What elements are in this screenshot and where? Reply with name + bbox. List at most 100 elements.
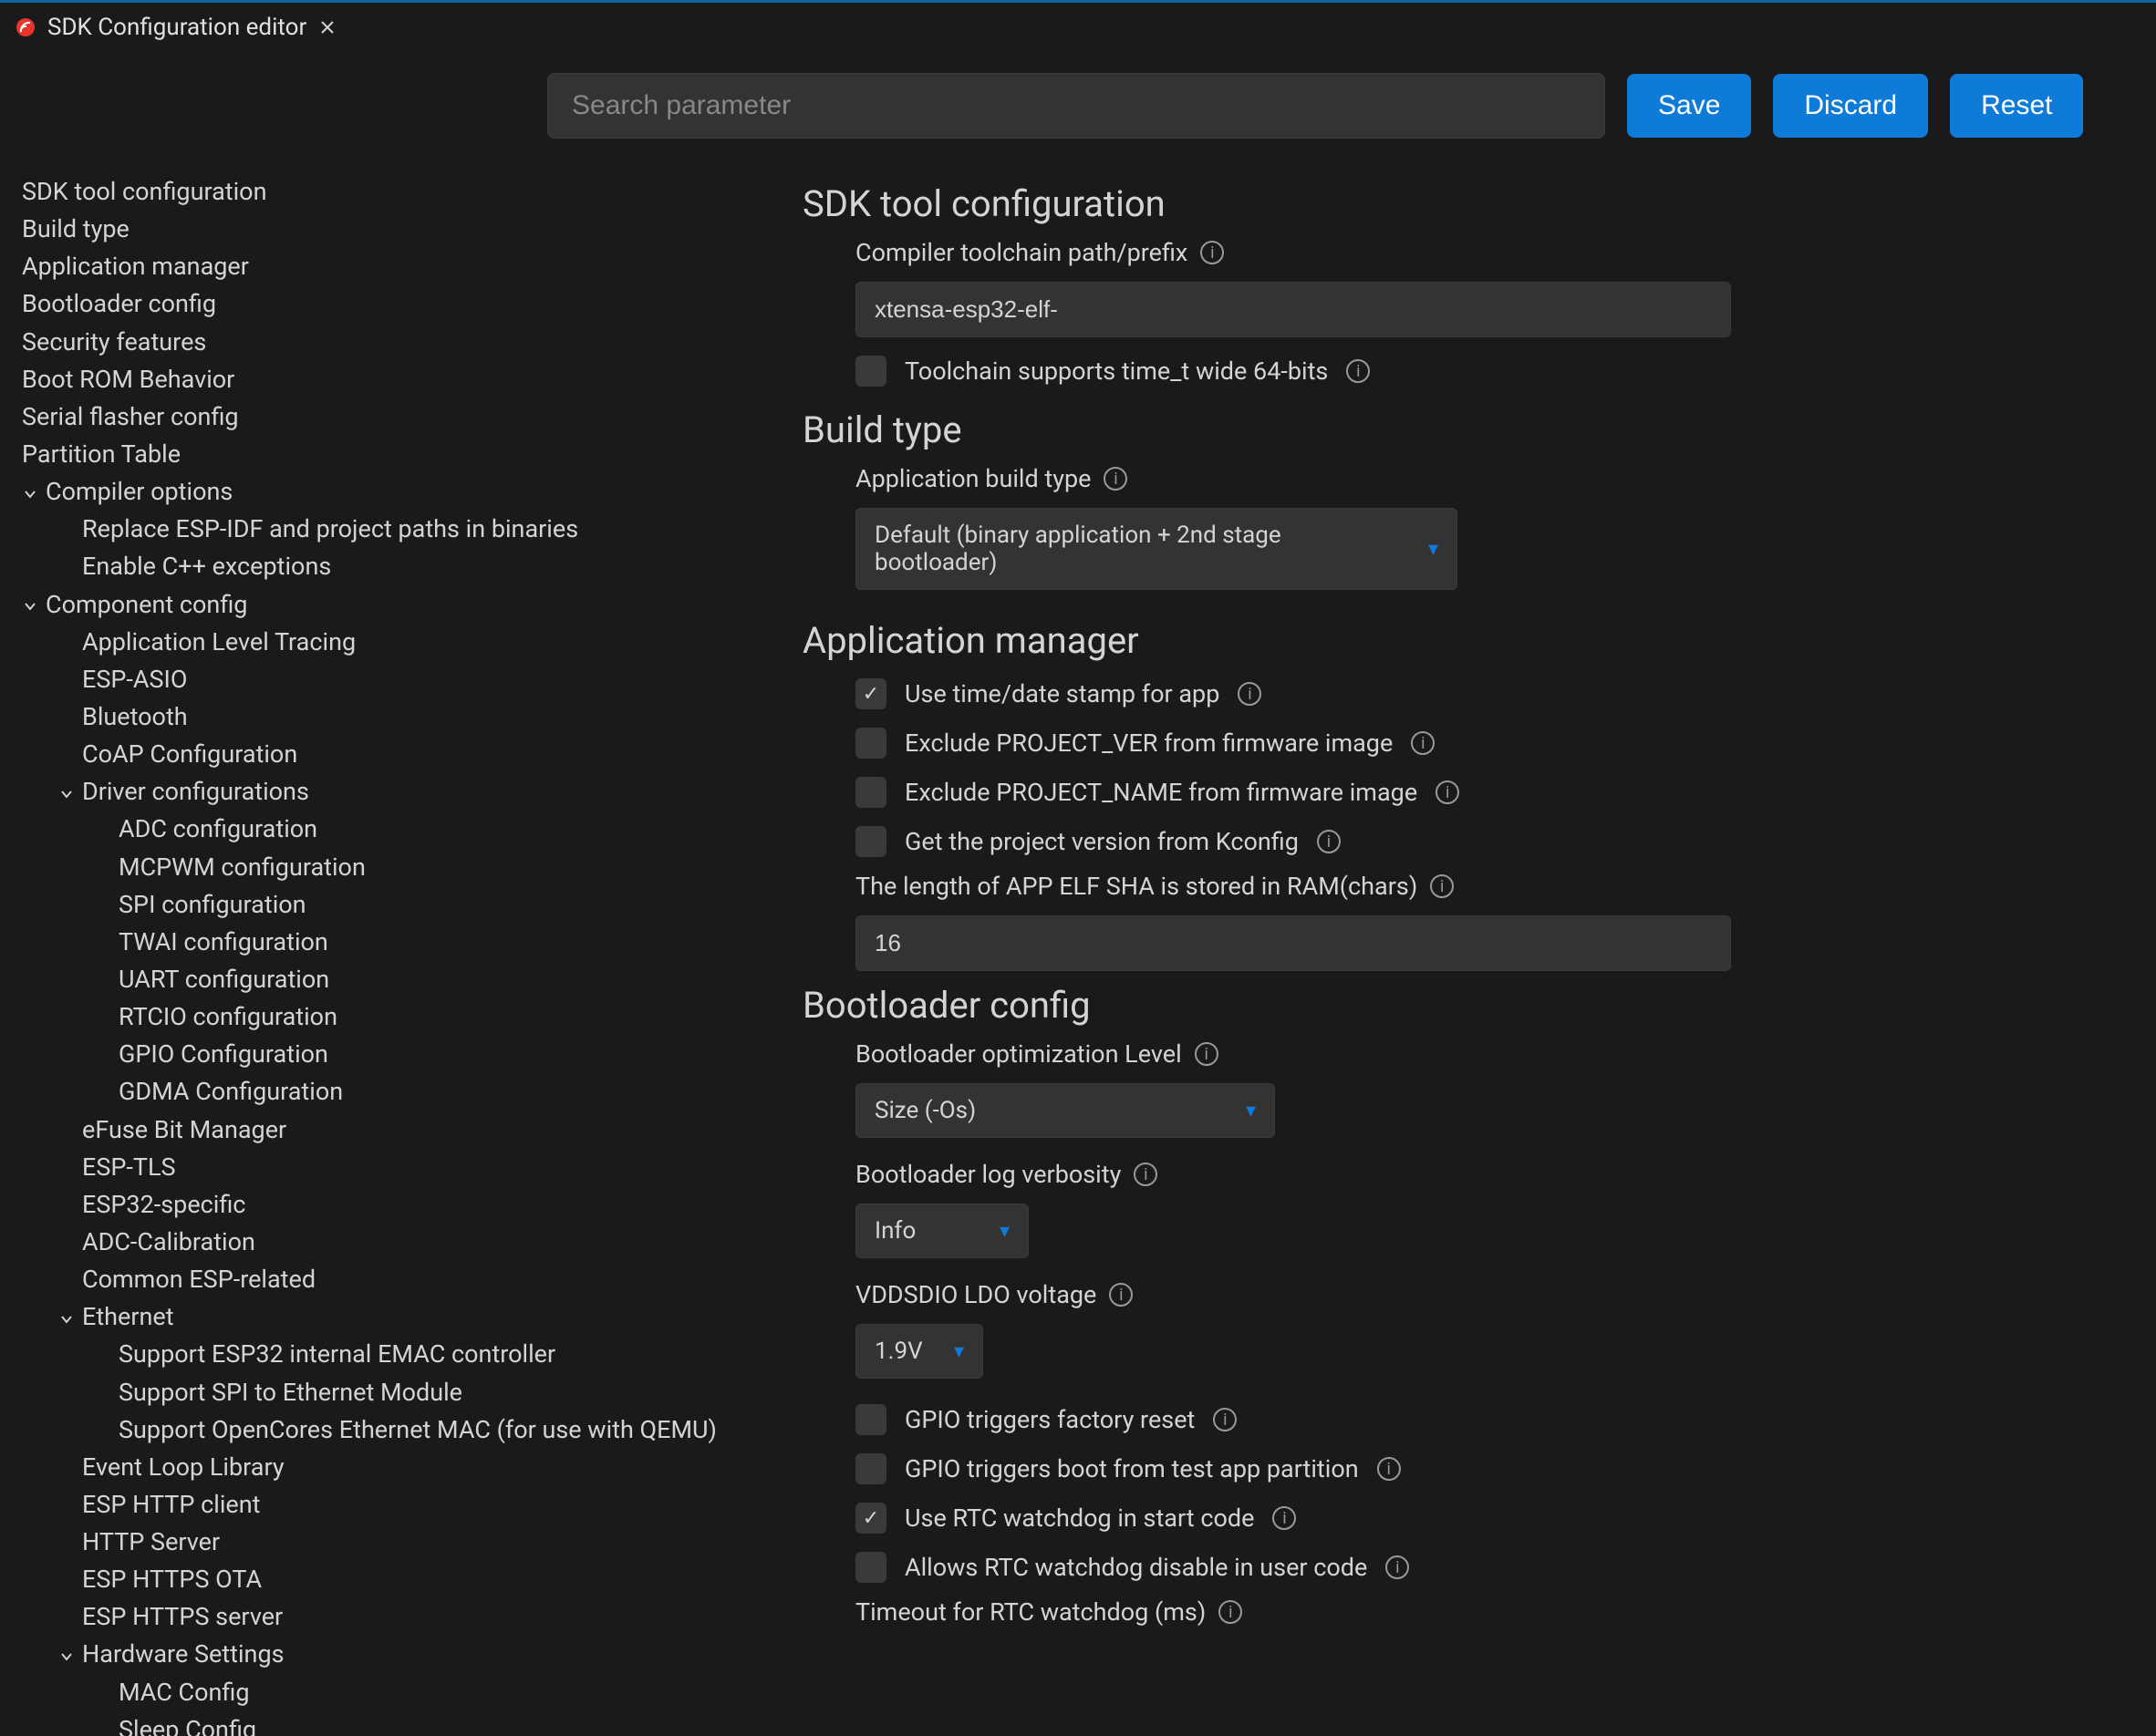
info-icon[interactable]: i bbox=[1346, 359, 1370, 383]
search-input[interactable] bbox=[547, 73, 1605, 139]
sidebar-item[interactable]: ADC-Calibration bbox=[22, 1224, 744, 1261]
sidebar-item[interactable]: Serial flasher config bbox=[22, 398, 744, 436]
sidebar-item[interactable]: ADC configuration bbox=[22, 811, 744, 848]
gpio-factory-label: GPIO triggers factory reset bbox=[905, 1405, 1195, 1434]
checkbox-icon[interactable] bbox=[855, 1503, 886, 1534]
sidebar-item[interactable]: Enable C++ exceptions bbox=[22, 548, 744, 585]
field-app-build-type: Application build type i bbox=[855, 459, 2120, 499]
sidebar-item[interactable]: Boot ROM Behavior bbox=[22, 361, 744, 398]
sidebar-item[interactable]: Sleep Config bbox=[22, 1711, 744, 1736]
checkbox-icon[interactable] bbox=[855, 356, 886, 387]
checkbox-rtc-wdt[interactable]: Use RTC watchdog in start code i bbox=[855, 1493, 2120, 1543]
sidebar-item[interactable]: RTCIO configuration bbox=[22, 998, 744, 1036]
sidebar-item[interactable]: Bootloader config bbox=[22, 285, 744, 323]
info-icon[interactable]: i bbox=[1317, 830, 1341, 853]
sidebar-item[interactable]: UART configuration bbox=[22, 961, 744, 998]
reset-button[interactable]: Reset bbox=[1950, 74, 2083, 138]
checkbox-exclude-name[interactable]: Exclude PROJECT_NAME from firmware image… bbox=[855, 768, 2120, 817]
sidebar-item-label: ADC configuration bbox=[95, 814, 317, 843]
info-icon[interactable]: i bbox=[1377, 1457, 1401, 1481]
sidebar-item[interactable]: Support ESP32 internal EMAC controller bbox=[22, 1336, 744, 1373]
sidebar-item[interactable]: Application manager bbox=[22, 248, 744, 285]
sidebar-item[interactable]: ESP-TLS bbox=[22, 1149, 744, 1186]
sidebar-item[interactable]: Build type bbox=[22, 211, 744, 248]
checkbox-use-timestamp[interactable]: Use time/date stamp for app i bbox=[855, 669, 2120, 718]
tab-sdk-config[interactable]: SDK Configuration editor bbox=[0, 3, 352, 51]
sidebar-item[interactable]: CoAP Configuration bbox=[22, 736, 744, 773]
discard-button[interactable]: Discard bbox=[1773, 74, 1928, 138]
info-icon[interactable]: i bbox=[1430, 874, 1454, 898]
sidebar-item[interactable]: Common ESP-related bbox=[22, 1261, 744, 1298]
checkbox-icon[interactable] bbox=[855, 826, 886, 857]
info-icon[interactable]: i bbox=[1385, 1555, 1409, 1579]
select-opt-level[interactable]: Size (-Os) ▾ bbox=[855, 1083, 1275, 1138]
info-icon[interactable]: i bbox=[1134, 1162, 1157, 1186]
sidebar-item-label: Application Level Tracing bbox=[58, 627, 356, 656]
sidebar-item[interactable]: Ethernet bbox=[22, 1298, 744, 1336]
sidebar-item[interactable]: Support SPI to Ethernet Module bbox=[22, 1374, 744, 1411]
sha-len-input[interactable] bbox=[855, 915, 1731, 971]
checkbox-icon[interactable] bbox=[855, 1404, 886, 1435]
chevron-down-icon bbox=[22, 598, 38, 615]
save-button[interactable]: Save bbox=[1627, 74, 1751, 138]
checkbox-rtc-wdt-user[interactable]: Allows RTC watchdog disable in user code… bbox=[855, 1543, 2120, 1592]
compiler-path-input[interactable] bbox=[855, 282, 1731, 337]
sidebar-item[interactable]: Compiler options bbox=[22, 473, 744, 511]
close-icon[interactable] bbox=[317, 17, 337, 37]
sidebar-item[interactable]: ESP HTTPS OTA bbox=[22, 1561, 744, 1598]
sidebar-item[interactable]: SPI configuration bbox=[22, 886, 744, 924]
info-icon[interactable]: i bbox=[1436, 780, 1459, 804]
chevron-down-icon bbox=[22, 486, 38, 502]
checkbox-get-kconfig[interactable]: Get the project version from Kconfig i bbox=[855, 817, 2120, 866]
sidebar-item[interactable]: Event Loop Library bbox=[22, 1449, 744, 1486]
sidebar-item[interactable]: MAC Config bbox=[22, 1674, 744, 1711]
sidebar-item[interactable]: Driver configurations bbox=[22, 773, 744, 811]
sidebar-item[interactable]: ESP HTTP client bbox=[22, 1486, 744, 1524]
select-log-verbosity[interactable]: Info ▾ bbox=[855, 1204, 1029, 1258]
sidebar-item[interactable]: GDMA Configuration bbox=[22, 1073, 744, 1111]
sidebar-item-label: Support SPI to Ethernet Module bbox=[95, 1378, 462, 1407]
checkbox-icon[interactable] bbox=[855, 1453, 886, 1484]
info-icon[interactable]: i bbox=[1195, 1042, 1218, 1066]
select-app-build-type[interactable]: Default (binary application + 2nd stage … bbox=[855, 508, 1457, 590]
checkbox-icon[interactable] bbox=[855, 777, 886, 808]
checkbox-gpio-factory[interactable]: GPIO triggers factory reset i bbox=[855, 1395, 2120, 1444]
sidebar-item[interactable]: GPIO Configuration bbox=[22, 1036, 744, 1073]
sidebar-item[interactable]: TWAI configuration bbox=[22, 924, 744, 961]
sidebar-item[interactable]: Application Level Tracing bbox=[22, 624, 744, 661]
sidebar-item[interactable]: eFuse Bit Manager bbox=[22, 1111, 744, 1149]
checkbox-gpio-testapp[interactable]: GPIO triggers boot from test app partiti… bbox=[855, 1444, 2120, 1493]
info-icon[interactable]: i bbox=[1272, 1506, 1296, 1530]
info-icon[interactable]: i bbox=[1238, 682, 1261, 706]
info-icon[interactable]: i bbox=[1213, 1408, 1237, 1431]
sidebar-item[interactable]: ESP32-specific bbox=[22, 1186, 744, 1224]
select-ldo[interactable]: 1.9V ▾ bbox=[855, 1324, 983, 1379]
info-icon[interactable]: i bbox=[1104, 467, 1127, 491]
checkbox-icon[interactable] bbox=[855, 678, 886, 709]
checkbox-time-t[interactable]: Toolchain supports time_t wide 64-bits i bbox=[855, 346, 2120, 396]
info-icon[interactable]: i bbox=[1411, 731, 1435, 755]
info-icon[interactable]: i bbox=[1218, 1600, 1242, 1624]
sidebar-item-label: Boot ROM Behavior bbox=[22, 365, 234, 394]
sidebar-item[interactable]: Partition Table bbox=[22, 436, 744, 473]
sidebar-item[interactable]: HTTP Server bbox=[22, 1524, 744, 1561]
sidebar-item-label: Build type bbox=[22, 214, 130, 243]
sidebar-item[interactable]: Security features bbox=[22, 324, 744, 361]
sidebar-item[interactable]: SDK tool configuration bbox=[22, 173, 744, 211]
sidebar-item[interactable]: Support OpenCores Ethernet MAC (for use … bbox=[22, 1411, 744, 1449]
sidebar-item[interactable]: Hardware Settings bbox=[22, 1636, 744, 1673]
sidebar: SDK tool configuration Build type Applicat… bbox=[0, 160, 766, 1736]
sidebar-item[interactable]: Replace ESP-IDF and project paths in bin… bbox=[22, 511, 744, 548]
checkbox-icon[interactable] bbox=[855, 728, 886, 759]
sidebar-item[interactable]: Component config bbox=[22, 586, 744, 624]
select-value: 1.9V bbox=[875, 1338, 923, 1365]
checkbox-exclude-ver[interactable]: Exclude PROJECT_VER from firmware image … bbox=[855, 718, 2120, 768]
info-icon[interactable]: i bbox=[1109, 1283, 1133, 1307]
sidebar-item[interactable]: ESP-ASIO bbox=[22, 661, 744, 698]
info-icon[interactable]: i bbox=[1200, 241, 1224, 264]
checkbox-icon[interactable] bbox=[855, 1552, 886, 1583]
tab-bar: SDK Configuration editor bbox=[0, 0, 2156, 51]
sidebar-item[interactable]: Bluetooth bbox=[22, 698, 744, 736]
sidebar-item[interactable]: MCPWM configuration bbox=[22, 849, 744, 886]
sidebar-item[interactable]: ESP HTTPS server bbox=[22, 1598, 744, 1636]
